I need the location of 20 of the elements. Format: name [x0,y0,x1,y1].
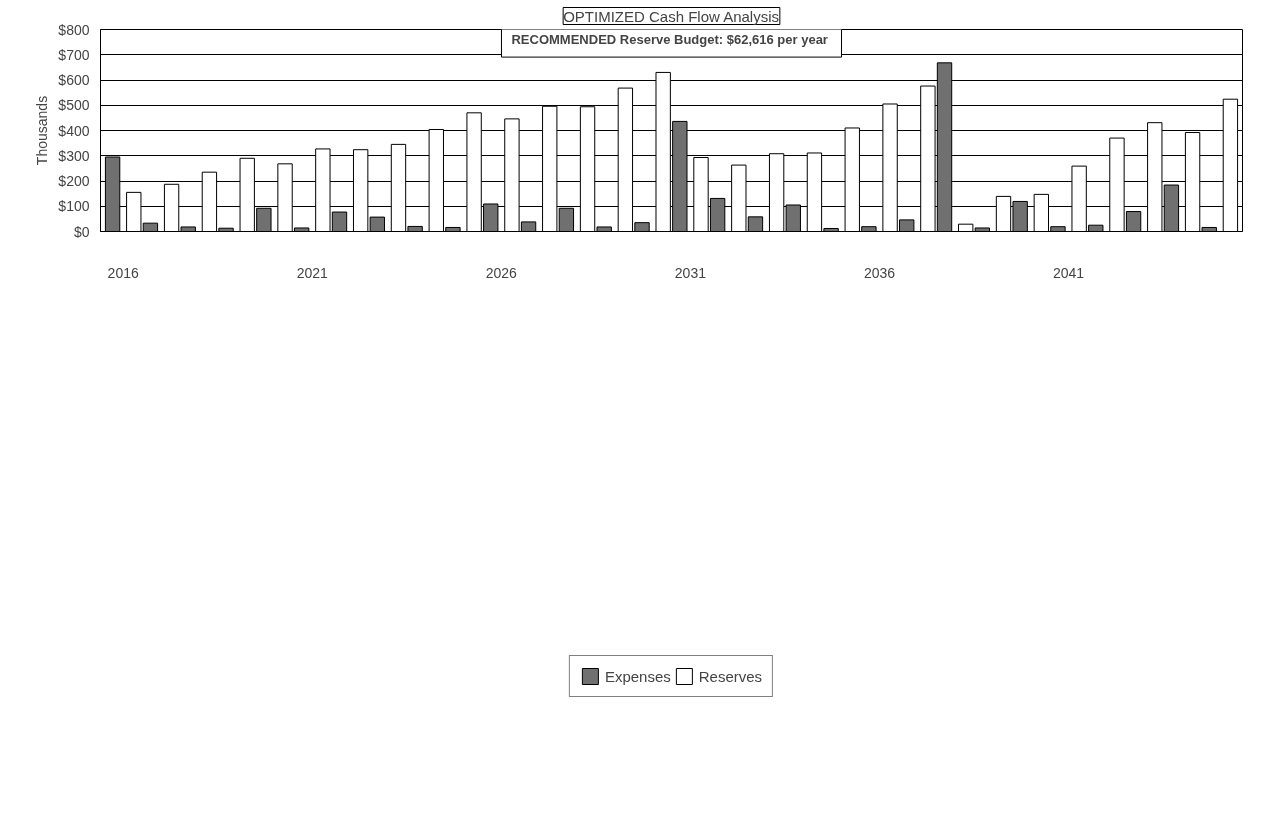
y-tick-label: $200 [58,173,90,189]
x-tick-label: 2016 [107,264,139,281]
y-tick-label: $300 [58,147,90,164]
y-axis-title: Thousands [34,95,51,166]
x-tick-label: 2036 [863,264,896,281]
legend-label: Reserves [698,667,763,685]
y-tick-label: $400 [58,122,90,139]
y-tick-label: $800 [58,21,90,38]
chart-title: OPTIMIZED Cash Flow Analysis [563,7,780,25]
annotation: RECOMMENDED Reserve Budget: $62,616 per year [511,32,828,48]
legend-label: Expenses [604,667,671,685]
x-tick-label: 2021 [296,264,329,281]
y-tick-label: $0 [73,223,90,240]
x-tick-label: 2031 [674,264,707,281]
y-tick-label: $700 [58,46,90,63]
y-tick-label: $600 [58,72,90,88]
x-tick-label: 2026 [485,264,518,281]
x-tick-label: 2041 [1052,264,1085,281]
y-tick-label: $100 [58,198,90,215]
y-tick-label: $500 [58,97,90,114]
